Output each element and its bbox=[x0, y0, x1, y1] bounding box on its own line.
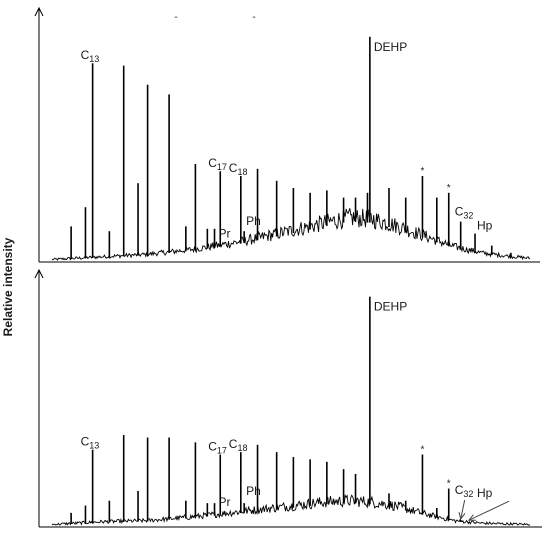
peak-label: C17 bbox=[208, 156, 227, 172]
annotation-arrow-icon bbox=[460, 499, 466, 520]
chromatogram-trace bbox=[51, 494, 530, 526]
chromatogram-trace bbox=[51, 208, 531, 261]
y-axis-arrow-icon bbox=[34, 268, 44, 279]
annotation-arrowhead-icon bbox=[467, 514, 477, 521]
peak-label: C32 bbox=[455, 205, 474, 221]
peak-label: Pr bbox=[219, 227, 231, 241]
peak-label: * bbox=[420, 445, 424, 456]
panel-top-dash-1: - bbox=[174, 12, 177, 23]
peak-label: C13 bbox=[81, 435, 100, 451]
peak-label: DEHP bbox=[374, 300, 407, 314]
peak-label: Ph bbox=[246, 484, 261, 498]
peak-label: * bbox=[447, 183, 451, 194]
peak-label: C13 bbox=[81, 48, 100, 64]
peak-label: C18 bbox=[229, 437, 248, 453]
peak-label: C32 bbox=[455, 483, 474, 499]
annotation-arrow-icon bbox=[468, 500, 510, 521]
y-axis-label: Relative intensity bbox=[1, 237, 15, 336]
peak-label: C17 bbox=[208, 440, 227, 456]
peak-label: * bbox=[420, 166, 424, 177]
chromatogram-bottom-panel: C13 Pr C17 C18 Ph DEHP * * C32 Hp bbox=[34, 268, 542, 528]
panel-top-dash-2: - bbox=[252, 12, 255, 23]
peak-label: Pr bbox=[219, 495, 231, 509]
y-axis-arrow-icon bbox=[34, 6, 44, 17]
peak-label: * bbox=[447, 479, 451, 490]
peak-label: C18 bbox=[229, 161, 248, 177]
peak-label: Ph bbox=[246, 214, 261, 228]
peak-label: Hp bbox=[477, 219, 493, 233]
peak-label: Hp bbox=[477, 486, 493, 500]
annotation-arrowhead-icon bbox=[458, 512, 466, 521]
peak-label: DEHP bbox=[374, 40, 407, 54]
